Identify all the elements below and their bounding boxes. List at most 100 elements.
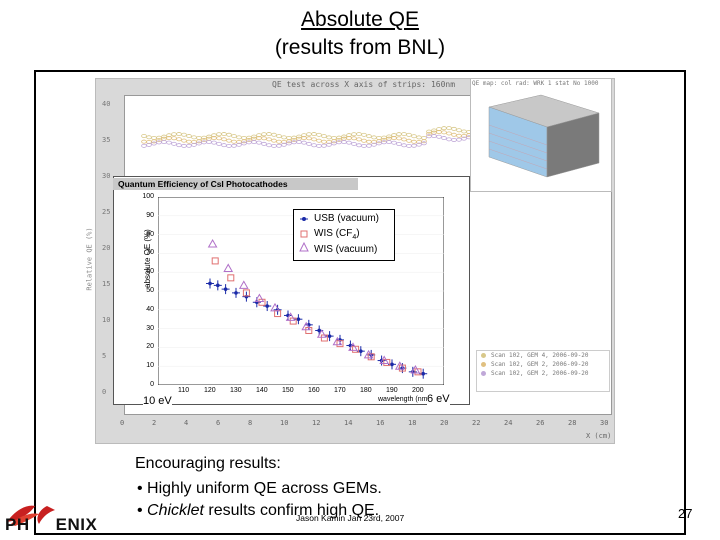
uniformity-marker [306,141,312,146]
uniformity-marker [416,142,422,147]
uniformity-marker [246,138,252,143]
qe-y-tick: 30 [146,324,154,332]
qe-point-wis-vacuum [316,329,327,338]
uniformity-marker [341,134,347,139]
qe-legend-wis-vac: WIS (vacuum) [314,244,378,255]
uniformity-marker [191,135,197,140]
uniformity-marker [321,139,327,144]
background-y-tick: 25 [102,208,111,216]
uniformity-marker [226,132,232,137]
uniformity-marker [216,132,222,137]
uniformity-marker [371,142,377,147]
uniformity-marker [196,135,202,140]
background-x-tick: 28 [568,419,577,427]
uniformity-marker [156,138,162,143]
uniformity-marker [251,136,257,141]
qe-x-tick: 160 [308,387,320,394]
uniformity-marker [296,134,302,139]
uniformity-marker [166,133,172,138]
uniformity-marker [161,140,167,145]
background-x-tick: 12 [312,419,321,427]
qe-x-tick: 180 [360,387,372,394]
uniformity-marker [206,140,212,145]
uniformity-marker [331,141,337,146]
uniformity-marker [451,137,457,142]
uniformity-marker [231,134,237,139]
uniformity-marker [286,139,292,144]
uniformity-marker [446,126,452,131]
uniformity-marker [316,143,322,148]
background-x-tick: 2 [152,419,157,427]
slide-title: Absolute QE [301,8,419,31]
uniformity-marker [466,133,470,138]
bullet-chicklet: • Chicklet results confirm high QE. [137,502,380,519]
background-x-tick: 18 [408,419,417,427]
qe-point-wis-cf4 [367,353,375,361]
uniformity-marker [446,137,452,142]
slide-subtitle: (results from BNL) [274,36,446,59]
qe-point-wis-cf4 [211,257,219,265]
background-legend-entry: Scan 102, GEM 2, 2006-09-20 [477,369,609,378]
uniformity-marker [356,143,362,148]
qe-point-wis-vacuum [207,238,218,248]
qe-point-wis-vacuum [301,321,312,331]
phenix-logo-text: PH ENIX [5,515,98,534]
qe-point-wis-vacuum [410,364,421,374]
uniformity-marker [261,132,267,137]
uniformity-marker [291,135,297,140]
qe-y-tick: 100 [142,193,154,200]
uniformity-marker [276,139,282,144]
uniformity-marker [406,138,412,143]
uniformity-marker [171,136,177,141]
qe-point-usb [294,314,303,325]
uniformity-marker [241,141,247,146]
qe-legend-wis-cf4: WIS (CF4) [314,228,360,241]
uniformity-marker [276,134,282,139]
qe-y-tick: 70 [146,249,154,257]
background-x-tick: 30 [600,419,609,427]
uniformity-marker [341,140,347,145]
uniformity-marker [306,136,312,141]
uniformity-marker [271,143,277,148]
results-heading: Encouraging results: [135,455,281,472]
uniformity-marker [456,137,462,142]
background-y-tick: 0 [102,388,107,396]
background-x-tick: 26 [536,419,545,427]
uniformity-marker [331,135,337,140]
qe-point-usb [206,278,214,289]
background-x-label: X (cm) [586,432,612,440]
background-y-tick: 40 [102,100,111,108]
uniformity-marker [211,133,217,138]
background-y-tick: 15 [102,280,111,288]
background-x-tick: 16 [376,419,385,427]
qe-point-wis-vacuum [394,361,405,370]
uniformity-marker [441,126,447,131]
qe-x-tick: 170 [334,387,346,394]
uniformity-marker [146,142,152,147]
uniformity-marker [201,140,207,145]
uniformity-marker [366,134,372,139]
uniformity-marker [351,132,357,137]
uniformity-marker [186,143,192,148]
uniformity-marker [431,130,437,135]
qe-y-tick: 20 [146,343,154,351]
uniformity-marker [421,139,427,144]
qe-point-wis-vacuum [238,280,249,289]
uniformity-marker [336,137,342,142]
uniformity-marker [191,142,197,147]
uniformity-marker [326,142,332,147]
uniformity-marker [286,141,292,146]
uniformity-marker [436,134,442,139]
qe-legend: USB (vacuum) WIS (CF4) WIS (vacuum) [293,209,395,261]
uniformity-marker [391,140,397,145]
uniformity-marker [236,142,242,147]
uniformity-marker [281,142,287,147]
uniformity-marker [331,139,337,144]
uniformity-marker [321,134,327,139]
uniformity-marker [326,135,332,140]
uniformity-marker [261,136,267,141]
uniformity-marker [171,132,177,137]
uniformity-marker [351,136,357,141]
qe-point-wis-vacuum [270,302,280,312]
uniformity-marker [316,138,322,143]
